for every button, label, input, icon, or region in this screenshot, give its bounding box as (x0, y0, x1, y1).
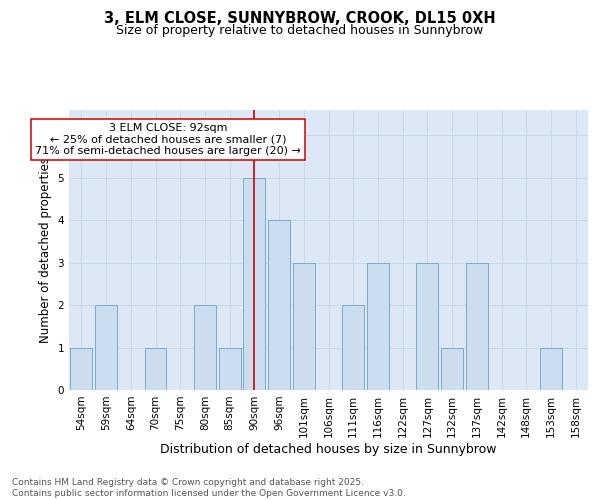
Bar (95, 305, 117, 390)
Bar (268, 220, 290, 390)
Text: Size of property relative to detached houses in Sunnybrow: Size of property relative to detached ho… (116, 24, 484, 37)
Y-axis label: Number of detached properties: Number of detached properties (39, 157, 52, 343)
Bar (441, 348, 463, 390)
Bar (416, 262, 438, 390)
Bar (466, 262, 488, 390)
Bar (367, 262, 389, 390)
Bar (194, 305, 216, 390)
Bar (219, 348, 241, 390)
Bar (70, 348, 92, 390)
Bar (540, 348, 562, 390)
Text: 3 ELM CLOSE: 92sqm
← 25% of detached houses are smaller (7)
71% of semi-detached: 3 ELM CLOSE: 92sqm ← 25% of detached hou… (35, 122, 301, 156)
X-axis label: Distribution of detached houses by size in Sunnybrow: Distribution of detached houses by size … (160, 442, 497, 456)
Bar (343, 305, 364, 390)
Bar (293, 262, 314, 390)
Text: Contains HM Land Registry data © Crown copyright and database right 2025.
Contai: Contains HM Land Registry data © Crown c… (12, 478, 406, 498)
Bar (145, 348, 166, 390)
Bar (244, 178, 265, 390)
Text: 3, ELM CLOSE, SUNNYBROW, CROOK, DL15 0XH: 3, ELM CLOSE, SUNNYBROW, CROOK, DL15 0XH (104, 11, 496, 26)
